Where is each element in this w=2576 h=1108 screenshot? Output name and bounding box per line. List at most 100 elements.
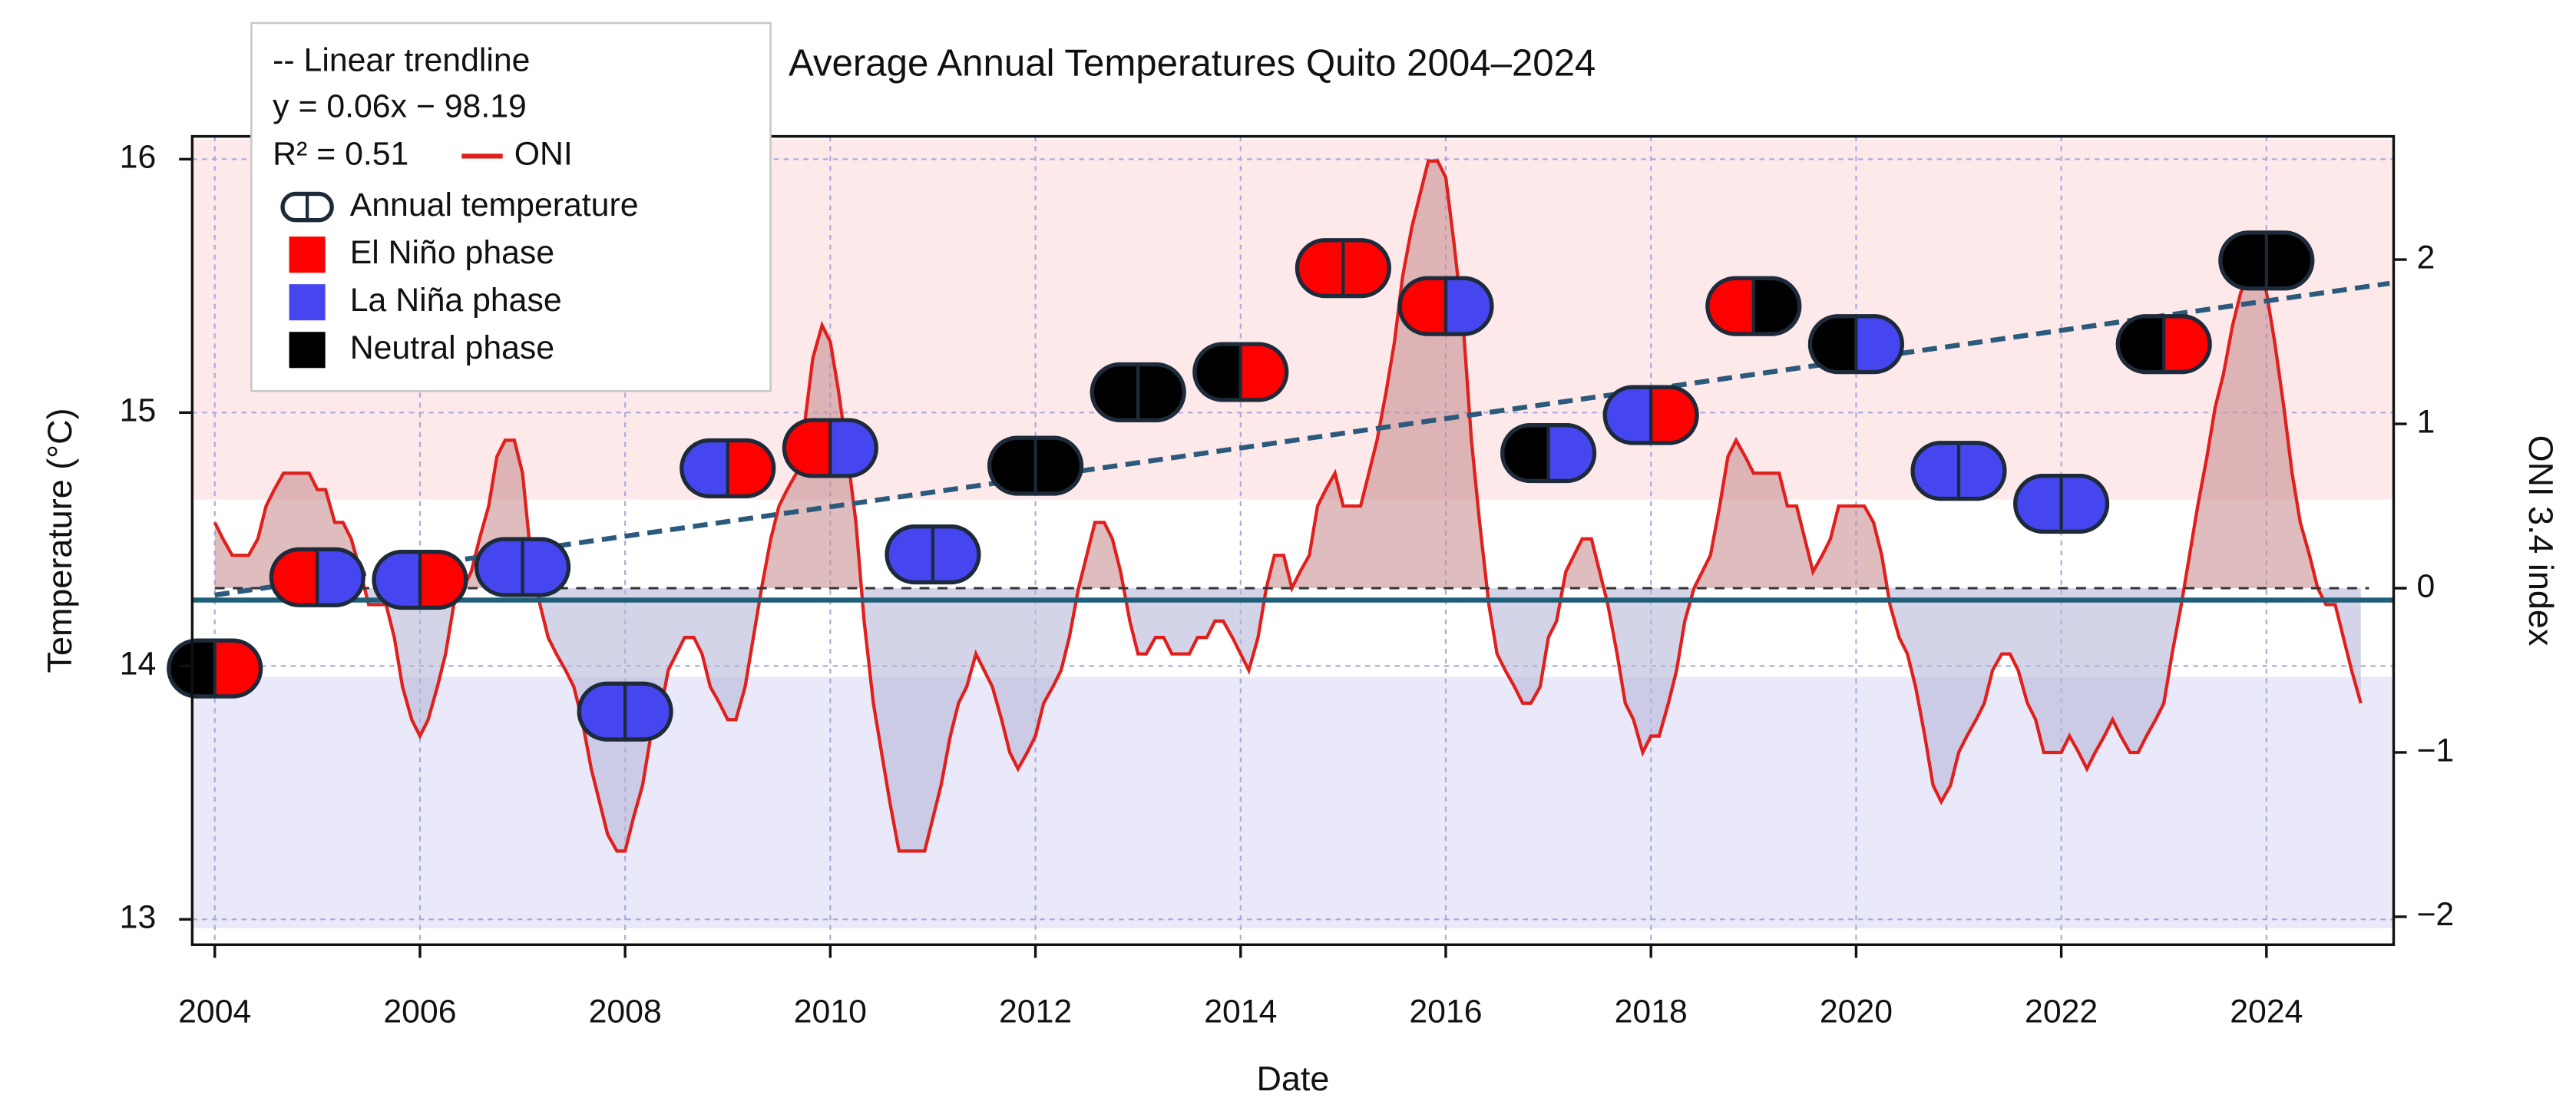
y-tick-label: 15 bbox=[120, 392, 157, 429]
temperature-marker bbox=[1602, 385, 1699, 445]
marker-right-half bbox=[2164, 316, 2211, 372]
y-tick-label: 13 bbox=[120, 899, 157, 936]
temperature-marker bbox=[372, 550, 468, 610]
y2-tick-label: 0 bbox=[2416, 567, 2435, 604]
y2-tick-label: −2 bbox=[2416, 896, 2454, 933]
temperature-marker bbox=[167, 638, 263, 699]
marker-left-half bbox=[784, 420, 831, 476]
marker-right-half bbox=[1651, 387, 1698, 443]
legend-label: Annual temperature bbox=[350, 187, 639, 223]
legend-label: Neutral phase bbox=[350, 329, 554, 366]
marker-left-half bbox=[1605, 387, 1652, 443]
temperature-marker bbox=[2115, 314, 2212, 375]
temperature-marker bbox=[885, 524, 981, 585]
marker-left-half bbox=[1810, 316, 1857, 372]
x-tick-label: 2024 bbox=[2230, 993, 2303, 1030]
temperature-marker bbox=[269, 547, 365, 607]
temperature-marker bbox=[1910, 441, 2007, 501]
marker-right-half bbox=[2061, 475, 2108, 532]
marker-right-half bbox=[625, 683, 672, 740]
temperature-marker bbox=[2013, 474, 2110, 534]
x-axis-label: Date bbox=[1256, 1059, 1329, 1098]
temperature-marker bbox=[1807, 314, 1904, 375]
legend-r2: R² = 0.51 bbox=[273, 136, 408, 173]
legend-swatch bbox=[280, 191, 334, 223]
legend-box bbox=[250, 21, 772, 392]
y2-tick-label: −1 bbox=[2416, 732, 2454, 769]
x-tick-label: 2020 bbox=[1820, 993, 1893, 1030]
temperature-marker bbox=[2218, 230, 2315, 291]
phase-band bbox=[192, 676, 2394, 928]
x-tick-label: 2012 bbox=[999, 993, 1072, 1030]
marker-left-half bbox=[681, 440, 728, 497]
trendline bbox=[214, 280, 2390, 598]
y-tick-label: 14 bbox=[120, 646, 157, 683]
temperature-marker bbox=[1295, 238, 1391, 299]
x-tick-label: 2008 bbox=[589, 993, 662, 1030]
x-tick-label: 2016 bbox=[1409, 993, 1482, 1030]
legend-trendline: -- Linear trendline bbox=[273, 42, 530, 79]
marker-left-half bbox=[2118, 316, 2164, 372]
temperature-marker bbox=[1397, 276, 1494, 336]
temperature-marker bbox=[680, 438, 776, 498]
marker-right-half bbox=[1753, 278, 1800, 335]
legend: -- Linear trendline y = 0.06x − 98.19 R²… bbox=[250, 21, 772, 392]
marker-left-half bbox=[283, 193, 308, 220]
y-axis-label: Temperature (°C) bbox=[40, 408, 79, 673]
marker-left-half bbox=[476, 539, 523, 595]
marker-left-half bbox=[1297, 240, 1344, 296]
temperature-marker bbox=[987, 435, 1084, 496]
y-tick-label: 16 bbox=[120, 139, 157, 176]
x-tick-label: 2014 bbox=[1204, 993, 1277, 1030]
marker-right-half bbox=[1548, 425, 1595, 481]
marker-right-half bbox=[1138, 364, 1185, 421]
marker-left-half bbox=[1502, 425, 1549, 481]
marker-right-half bbox=[830, 420, 877, 476]
marker-right-half bbox=[307, 193, 332, 220]
temperature-marker bbox=[1705, 276, 1802, 336]
x-tick-label: 2004 bbox=[178, 993, 251, 1030]
marker-left-half bbox=[1400, 278, 1446, 335]
marker-right-half bbox=[522, 539, 569, 595]
marker-right-half bbox=[1343, 240, 1390, 296]
temperature-marker bbox=[1192, 342, 1289, 402]
y2-tick-label: 1 bbox=[2416, 403, 2435, 440]
marker-left-half bbox=[1092, 364, 1139, 421]
legend-swatch bbox=[289, 284, 326, 321]
temperature-marker bbox=[782, 418, 878, 478]
chart-title: Average Annual Temperatures Quito 2004–2… bbox=[789, 42, 1596, 84]
legend-swatch bbox=[289, 236, 326, 273]
legend-swatch bbox=[289, 332, 326, 369]
marker-right-half bbox=[1959, 442, 2005, 499]
marker-left-half bbox=[271, 549, 318, 606]
marker-right-half bbox=[1856, 316, 1903, 372]
legend-label: La Niña phase bbox=[350, 282, 562, 319]
marker-left-half bbox=[579, 683, 626, 740]
legend-label: El Niño phase bbox=[350, 234, 554, 271]
temperature-marker bbox=[577, 681, 673, 742]
x-tick-label: 2022 bbox=[2025, 993, 2098, 1030]
temperature-marker bbox=[474, 537, 571, 597]
marker-right-half bbox=[727, 440, 774, 497]
x-tick-label: 2006 bbox=[383, 993, 456, 1030]
temperature-marker bbox=[1500, 423, 1597, 484]
marker-right-half bbox=[2266, 232, 2313, 289]
marker-right-half bbox=[317, 549, 364, 606]
marker-right-half bbox=[932, 526, 979, 583]
marker-right-half bbox=[1035, 438, 1082, 494]
y2-tick-label: 2 bbox=[2416, 239, 2435, 276]
marker-left-half bbox=[1707, 278, 1754, 335]
legend-equation: y = 0.06x − 98.19 bbox=[273, 88, 527, 125]
x-tick-label: 2018 bbox=[1615, 993, 1688, 1030]
marker-right-half bbox=[419, 551, 466, 608]
x-tick-label: 2010 bbox=[794, 993, 867, 1030]
plot-frame bbox=[190, 134, 2396, 947]
marker-right-half bbox=[1445, 278, 1492, 335]
y2-axis-label: ONI 3.4 index bbox=[2521, 435, 2561, 647]
marker-right-half bbox=[1240, 344, 1287, 400]
oni-line bbox=[213, 159, 2363, 853]
marker-left-half bbox=[2220, 232, 2267, 289]
